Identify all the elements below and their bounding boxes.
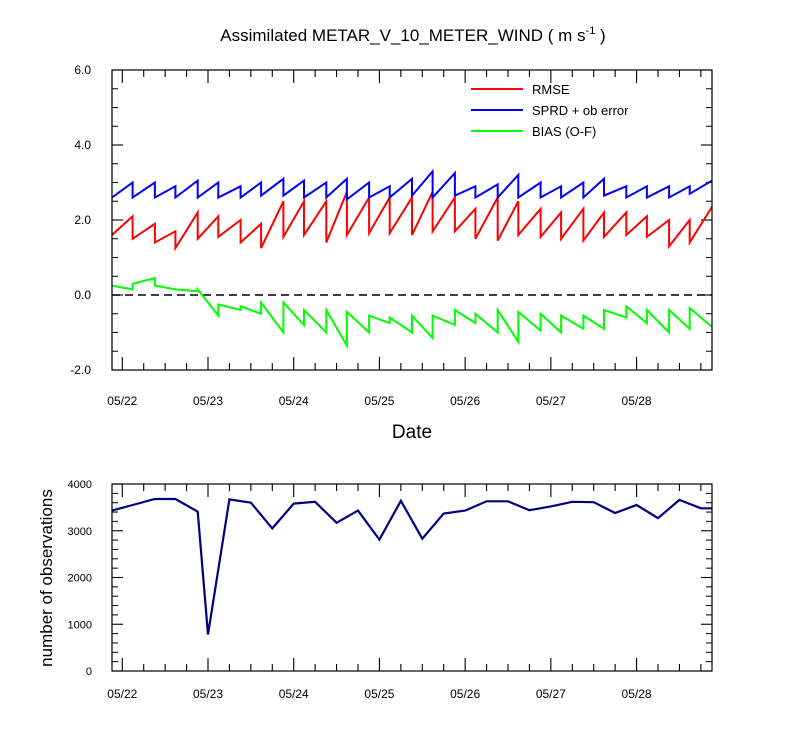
- obs-count-line-0: [111, 497, 712, 635]
- bottom-x-tick-labels: 05/22 05/23 05/24 05/25 05/26 05/27 05/28: [107, 687, 652, 701]
- y-tick-label: 0: [86, 666, 92, 678]
- y-tick-label: 4000: [68, 479, 92, 491]
- bottom-y-tick-labels: 0 1000 2000 3000 4000: [68, 479, 92, 678]
- legend-label-0: RMSE: [532, 82, 570, 97]
- y-tick-label: 3000: [68, 526, 92, 538]
- top-chart-series: [111, 168, 713, 350]
- x-tick-label: 05/28: [622, 394, 652, 408]
- x-axis-label: Date: [392, 422, 432, 443]
- x-tick-label: 05/27: [536, 394, 566, 408]
- top-y-tick-labels: -2.0 0.0 2.0 4.0 6.0: [70, 63, 91, 377]
- bottom-chart-grid-ticks: [112, 483, 712, 672]
- series-line-0: [111, 191, 713, 252]
- y-tick-label: 6.0: [74, 63, 91, 77]
- x-tick-label: 05/26: [450, 394, 480, 408]
- top-chart: -2.00.02.04.06.0 05/22 05/23 05/24 05/25 05/…: [70, 63, 713, 443]
- x-tick-label: 05/25: [364, 394, 394, 408]
- top-x-tick-labels: 05/22 05/23 05/24 05/25 05/26 05/27 05/28: [107, 394, 652, 408]
- top-chart-grid-ticks: [112, 69, 712, 371]
- top-plot-frame: [111, 69, 713, 371]
- x-tick-label: 05/22: [107, 394, 137, 408]
- x-tick-label: 05/28: [622, 687, 652, 701]
- y-tick-label: 0.0: [74, 288, 91, 302]
- y-tick-label: 2000: [68, 573, 92, 585]
- x-tick-label: 05/25: [364, 687, 394, 701]
- figure-title: Assimilated METAR_V_10_METER_WIND ( m s-…: [220, 25, 605, 45]
- y-tick-label: -2.0: [70, 363, 91, 377]
- bottom-chart-series: [111, 497, 712, 635]
- x-tick-label: 05/23: [193, 687, 223, 701]
- y-tick-label: 4.0: [74, 138, 91, 152]
- series-line-1: [111, 168, 713, 202]
- legend: RMSE SPRD + ob error BIAS (O-F): [471, 82, 629, 139]
- y-axis-label: number of observations: [37, 489, 56, 667]
- legend-label-2: BIAS (O-F): [532, 124, 596, 139]
- x-tick-label: 05/26: [450, 687, 480, 701]
- x-tick-label: 05/24: [279, 687, 309, 701]
- y-tick-label: 1000: [68, 619, 92, 631]
- series-line-2: [111, 276, 713, 350]
- y-tick-label: 2.0: [74, 213, 91, 227]
- x-tick-label: 05/22: [107, 687, 137, 701]
- bottom-plot-frame: [111, 483, 713, 672]
- legend-label-1: SPRD + ob error: [532, 103, 629, 118]
- x-tick-label: 05/27: [536, 687, 566, 701]
- x-tick-label: 05/24: [279, 394, 309, 408]
- x-tick-label: 05/23: [193, 394, 223, 408]
